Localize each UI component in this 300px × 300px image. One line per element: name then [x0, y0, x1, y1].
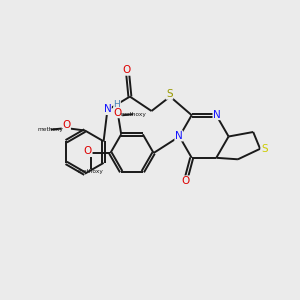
- Text: S: S: [166, 89, 173, 99]
- Text: methoxy: methoxy: [120, 112, 146, 117]
- Text: S: S: [261, 144, 268, 154]
- Text: O: O: [84, 146, 92, 157]
- Text: methoxy: methoxy: [78, 169, 104, 174]
- Text: O: O: [62, 120, 70, 130]
- Text: N: N: [175, 131, 183, 141]
- Text: methoxy: methoxy: [37, 127, 63, 132]
- Text: O: O: [113, 108, 122, 118]
- Text: O: O: [182, 176, 190, 186]
- Text: H: H: [114, 100, 120, 109]
- Text: N: N: [103, 104, 111, 115]
- Text: O: O: [123, 65, 131, 75]
- Text: N: N: [213, 110, 221, 120]
